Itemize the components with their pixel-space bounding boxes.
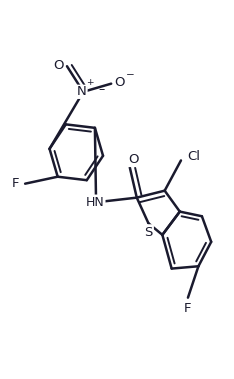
Text: O: O bbox=[54, 58, 64, 72]
Text: F: F bbox=[12, 177, 19, 190]
Text: HN: HN bbox=[85, 196, 104, 209]
Text: F: F bbox=[184, 302, 192, 315]
Text: S: S bbox=[144, 226, 153, 238]
Text: O: O bbox=[114, 76, 124, 89]
Text: –: – bbox=[98, 83, 105, 96]
Text: N: N bbox=[77, 85, 87, 98]
Text: −: − bbox=[126, 70, 135, 80]
Text: +: + bbox=[87, 78, 94, 87]
Text: Cl: Cl bbox=[187, 150, 200, 163]
Text: O: O bbox=[128, 153, 139, 166]
